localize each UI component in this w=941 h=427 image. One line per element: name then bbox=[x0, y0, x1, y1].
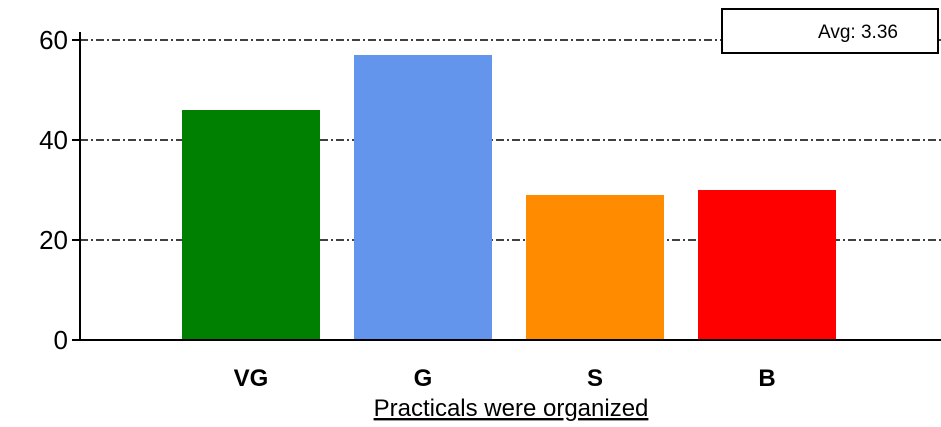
y-tick-labels: 0 20 40 60 bbox=[39, 25, 68, 355]
bar-g bbox=[354, 55, 492, 340]
y-tick-label: 20 bbox=[39, 225, 68, 255]
category-label: S bbox=[587, 365, 603, 392]
category-label: G bbox=[414, 365, 433, 392]
category-labels: VG G S B bbox=[234, 365, 776, 392]
bars bbox=[182, 55, 836, 340]
avg-box-frame bbox=[721, 8, 939, 54]
y-tick-label: 0 bbox=[54, 325, 68, 355]
bar-vg bbox=[182, 110, 320, 340]
y-tick-label: 60 bbox=[39, 25, 68, 55]
category-label: B bbox=[758, 365, 775, 392]
bar-s bbox=[526, 195, 664, 340]
avg-annotation: Avg: 3.36 bbox=[818, 22, 898, 43]
category-label: VG bbox=[234, 365, 269, 392]
gridlines bbox=[72, 39, 941, 341]
x-axis-label: Practicals were organized bbox=[374, 395, 649, 422]
y-tick-label: 40 bbox=[39, 125, 68, 155]
bar-b bbox=[698, 190, 836, 340]
avg-box: Avg: 3.36 bbox=[721, 8, 939, 54]
